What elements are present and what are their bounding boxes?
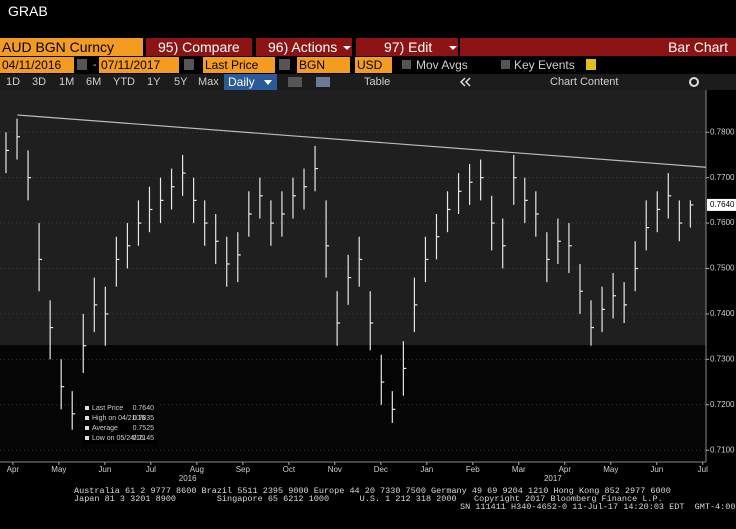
y-tick-label: 0.7100 [710, 445, 735, 454]
period-button[interactable]: YTD [113, 76, 135, 88]
period-button[interactable]: Max [198, 76, 219, 88]
key-events-label[interactable]: Key Events [514, 58, 575, 72]
security-field[interactable]: AUD BGN Curncy [0, 38, 143, 56]
year-label: 2016 [179, 474, 197, 482]
bar-tool-icon[interactable] [316, 77, 330, 87]
y-tick-label: 0.7700 [710, 173, 735, 182]
legend-value: 0.7525 [133, 425, 155, 432]
legend-label: High on 04/21/16 [92, 415, 145, 422]
field-selector[interactable]: Last Price [203, 57, 275, 73]
y-tick-label: 0.7600 [710, 218, 735, 227]
chart-content-button[interactable]: Chart Content [550, 76, 619, 88]
window-title: GRAB [8, 3, 48, 19]
x-tick-label: Mar [512, 465, 526, 474]
legend-box [83, 402, 157, 444]
view-label: Bar Chart [460, 38, 736, 56]
y-tick-label: 0.7200 [710, 400, 735, 409]
x-tick-label: Jun [650, 465, 663, 474]
period-button[interactable]: 5Y [174, 76, 188, 88]
legend-swatch [85, 426, 89, 430]
period-button[interactable]: 3D [32, 76, 47, 88]
legend-swatch [85, 406, 89, 410]
end-date[interactable]: 07/11/2017 [99, 57, 179, 73]
settings-icon[interactable] [688, 76, 700, 88]
x-tick-label: Dec [374, 465, 388, 474]
field-menu[interactable] [279, 59, 290, 70]
start-date[interactable]: 04/11/2016 [0, 57, 74, 73]
footer-line: Copyright 2017 Bloomberg Finance L.P. [474, 494, 663, 504]
legend-label: Low on 05/24/16 [92, 435, 144, 442]
toolbar-strip [0, 74, 736, 90]
x-tick-label: Jun [98, 465, 111, 474]
legend-swatch [85, 416, 89, 420]
footer-line: Japan 81 3 3201 8900 Singapore 65 6212 1… [74, 494, 457, 504]
table-button[interactable]: Table [364, 76, 391, 88]
calendar-icon[interactable] [184, 59, 194, 70]
dropdown-arrow [264, 80, 272, 85]
period-button[interactable]: 1M [59, 76, 75, 88]
checkbox[interactable] [402, 60, 411, 69]
frequency-selector[interactable]: Daily [224, 74, 277, 90]
x-tick-label: Apr [559, 465, 572, 474]
x-tick-label: May [51, 465, 66, 474]
x-tick-label: May [603, 465, 618, 474]
actions-button[interactable]: 96) Actions [256, 38, 352, 56]
trend-line [17, 114, 707, 168]
legend-value: 0.7640 [133, 405, 155, 412]
mov-avgs-label[interactable]: Mov Avgs [416, 58, 468, 72]
footer-line: Australia 61 2 9777 8600 Brazil 5511 239… [74, 486, 671, 496]
legend-value: 0.7835 [133, 415, 155, 422]
x-tick-label: Oct [283, 465, 296, 474]
info-icon[interactable] [586, 59, 596, 70]
legend-label: Average [92, 425, 118, 432]
period-button[interactable]: 1D [6, 76, 21, 88]
x-tick-label: Aug [190, 465, 204, 474]
x-tick-label: Feb [466, 465, 480, 474]
compare-button[interactable]: 95) Compare [146, 38, 252, 56]
checkbox[interactable] [501, 60, 510, 69]
x-tick-label: Jul [698, 465, 708, 474]
y-tick-label: 0.7800 [710, 127, 735, 136]
currency-selector[interactable]: USD [355, 57, 392, 73]
legend-value: 0.7145 [133, 435, 155, 442]
calendar-icon[interactable] [77, 59, 87, 70]
last-price-tag: 0.7640 [710, 200, 735, 209]
x-tick-label: Sep [236, 465, 251, 474]
year-label: 2017 [544, 474, 562, 482]
source-selector[interactable]: BGN [297, 57, 350, 73]
y-tick-label: 0.7500 [710, 264, 735, 273]
y-tick-label: 0.7400 [710, 309, 735, 318]
chart: 0.7100 0.7200 0.7300 0.7400 0.7500 0.7600 0.77… [0, 90, 736, 482]
period-button[interactable]: 1Y [147, 76, 161, 88]
edit-button[interactable]: 97) Edit [356, 38, 458, 56]
x-tick-label: Jul [146, 465, 156, 474]
legend-label: Last Price [92, 405, 123, 412]
line-tool-icon[interactable] [288, 77, 302, 87]
date-separator: - [93, 59, 97, 71]
y-tick-label: 0.7300 [710, 354, 735, 363]
x-tick-label: Apr [7, 465, 20, 474]
last-price-tag-box [707, 198, 736, 211]
x-tick-label: Nov [328, 465, 342, 474]
legend-swatch [85, 436, 89, 440]
dropdown-arrow [449, 46, 457, 50]
dropdown-arrow [343, 46, 351, 50]
x-tick-label: Jan [420, 465, 433, 474]
collapse-icon[interactable] [458, 76, 472, 88]
footer-line: SN 111411 H340-4652-0 11-Jul-17 14:20:03… [460, 502, 736, 512]
period-button[interactable]: 6M [86, 76, 102, 88]
